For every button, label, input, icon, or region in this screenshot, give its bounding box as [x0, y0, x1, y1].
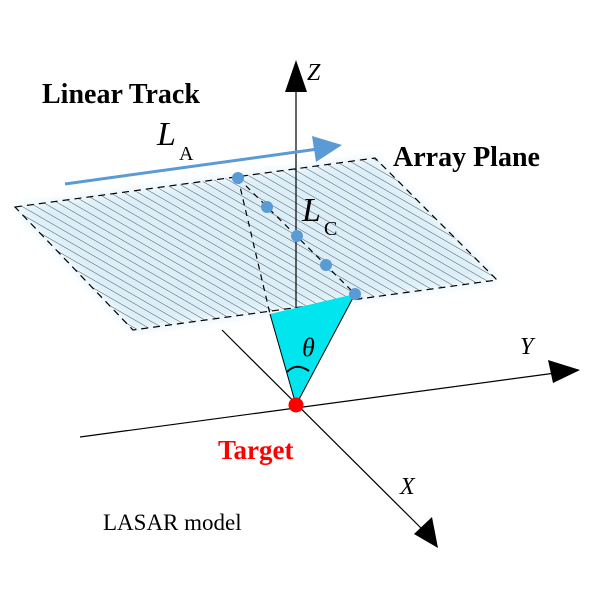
- la-symbol: L: [156, 116, 176, 153]
- aperture-dashed-left: [237, 177, 271, 315]
- beam-cone: [270, 294, 355, 405]
- y-axis-line: [79, 369, 579, 438]
- linear-track-arrowhead: [312, 136, 342, 162]
- beam-edge-left: [269, 313, 297, 406]
- x-axis-label: X: [399, 474, 416, 500]
- array-element: [291, 230, 303, 242]
- y-axis-label: Y: [520, 334, 536, 360]
- x-axis-arrowhead: [414, 517, 438, 548]
- beam-edge-right: [295, 293, 356, 406]
- model-caption: LASAR model: [103, 510, 242, 535]
- array-element: [349, 288, 361, 300]
- x-axis-line: [221, 329, 431, 538]
- z-axis-label: Z: [307, 60, 321, 86]
- linear-track-arrow: [64, 147, 319, 186]
- array-plane-label: Array Plane: [393, 142, 540, 173]
- array-element: [320, 259, 332, 271]
- lc-symbol: L: [301, 192, 321, 229]
- array-plane: [13, 157, 499, 331]
- lc-subscript: C: [324, 218, 337, 240]
- y-axis-arrowhead: [548, 360, 580, 383]
- target-point: [288, 397, 304, 413]
- theta-label: θ: [302, 333, 315, 362]
- target-label: Target: [218, 435, 294, 465]
- array-element: [232, 172, 244, 184]
- array-element: [261, 201, 273, 213]
- linear-track-label: Linear Track: [42, 79, 200, 110]
- la-subscript: A: [179, 143, 194, 165]
- z-axis-arrowhead: [285, 60, 307, 92]
- theta-arc: [286, 365, 310, 373]
